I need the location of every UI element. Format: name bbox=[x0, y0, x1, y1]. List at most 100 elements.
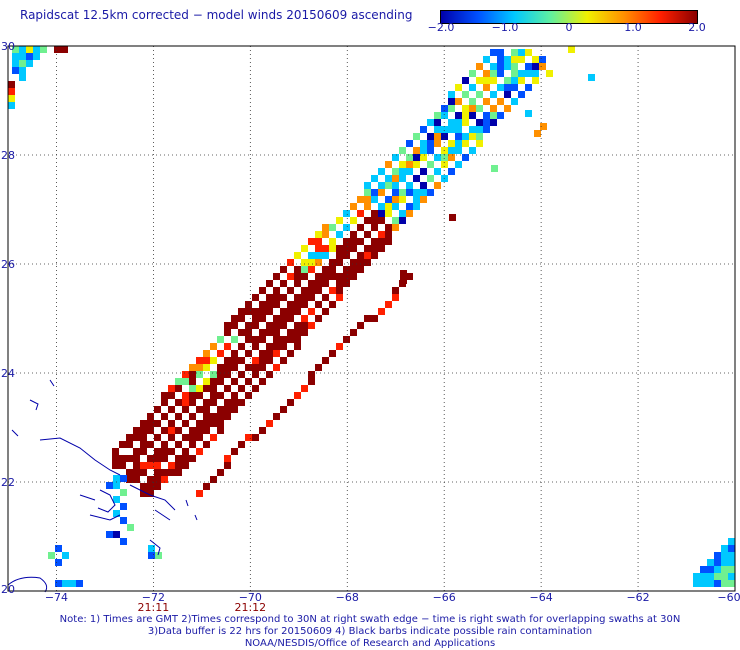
y-tick-label: 24 bbox=[1, 367, 15, 380]
wind-cell bbox=[525, 84, 532, 91]
wind-cell bbox=[62, 580, 69, 587]
wind-cell bbox=[308, 308, 315, 315]
wind-cell bbox=[490, 112, 497, 119]
wind-cell bbox=[154, 406, 161, 413]
wind-cell bbox=[8, 102, 15, 109]
wind-cell bbox=[357, 252, 364, 259]
wind-cell bbox=[693, 580, 700, 587]
wind-cell bbox=[252, 308, 259, 315]
wind-cell bbox=[147, 413, 154, 420]
wind-cell bbox=[245, 364, 252, 371]
wind-cell bbox=[182, 462, 189, 469]
wind-cell bbox=[259, 315, 266, 322]
wind-cell bbox=[399, 196, 406, 203]
wind-cell bbox=[721, 566, 728, 573]
wind-cell bbox=[378, 231, 385, 238]
wind-cell bbox=[413, 133, 420, 140]
wind-cell bbox=[504, 77, 511, 84]
wind-cell bbox=[140, 441, 147, 448]
wind-cell bbox=[231, 364, 238, 371]
wind-cell bbox=[483, 126, 490, 133]
wind-cell bbox=[420, 147, 427, 154]
wind-cell bbox=[441, 133, 448, 140]
wind-cell bbox=[161, 476, 168, 483]
wind-cell bbox=[182, 378, 189, 385]
wind-cell bbox=[155, 552, 162, 559]
wind-cell bbox=[120, 538, 127, 545]
wind-cell bbox=[371, 238, 378, 245]
wind-cell bbox=[210, 392, 217, 399]
wind-cell bbox=[343, 280, 350, 287]
wind-cell bbox=[728, 538, 735, 545]
wind-cell bbox=[420, 140, 427, 147]
wind-cell bbox=[413, 175, 420, 182]
wind-cell bbox=[266, 343, 273, 350]
wind-cell bbox=[511, 98, 518, 105]
wind-cell bbox=[140, 427, 147, 434]
wind-cell bbox=[476, 77, 483, 84]
wind-cell bbox=[511, 63, 518, 70]
wind-cell bbox=[182, 434, 189, 441]
wind-cell bbox=[113, 496, 120, 503]
wind-cell bbox=[378, 217, 385, 224]
wind-cell bbox=[700, 573, 707, 580]
wind-cell bbox=[168, 448, 175, 455]
wind-cell bbox=[448, 126, 455, 133]
wind-cell bbox=[203, 420, 210, 427]
wind-cell bbox=[203, 364, 210, 371]
wind-cell bbox=[210, 420, 217, 427]
wind-cell bbox=[175, 378, 182, 385]
wind-cell bbox=[315, 273, 322, 280]
wind-cell bbox=[364, 182, 371, 189]
wind-cell bbox=[540, 123, 547, 130]
wind-cell bbox=[434, 168, 441, 175]
wind-cell bbox=[245, 392, 252, 399]
wind-cell bbox=[357, 238, 364, 245]
wind-cell bbox=[182, 371, 189, 378]
wind-cell bbox=[511, 84, 518, 91]
wind-cell bbox=[294, 294, 301, 301]
wind-cell bbox=[126, 476, 133, 483]
wind-cell bbox=[714, 552, 721, 559]
wind-cell bbox=[568, 46, 575, 53]
wind-cell bbox=[259, 301, 266, 308]
wind-cell bbox=[280, 294, 287, 301]
wind-cell bbox=[308, 252, 315, 259]
wind-cell bbox=[252, 336, 259, 343]
wind-cell bbox=[441, 105, 448, 112]
wind-cell bbox=[518, 56, 525, 63]
wind-cell bbox=[301, 315, 308, 322]
wind-cell bbox=[483, 70, 490, 77]
wind-cell bbox=[721, 559, 728, 566]
wind-cell bbox=[154, 448, 161, 455]
wind-cell bbox=[252, 315, 259, 322]
wind-cell bbox=[133, 427, 140, 434]
wind-cell bbox=[534, 130, 541, 137]
wind-cell bbox=[336, 252, 343, 259]
wind-cell bbox=[189, 399, 196, 406]
wind-cell bbox=[434, 133, 441, 140]
wind-cell bbox=[273, 364, 280, 371]
wind-cell bbox=[441, 126, 448, 133]
wind-cell bbox=[266, 280, 273, 287]
wind-cell bbox=[196, 364, 203, 371]
wind-cell bbox=[406, 161, 413, 168]
wind-cell bbox=[182, 448, 189, 455]
wind-cell bbox=[378, 308, 385, 315]
wind-cell bbox=[392, 189, 399, 196]
wind-cell bbox=[55, 559, 62, 566]
wind-cell bbox=[448, 98, 455, 105]
wind-cell bbox=[113, 510, 120, 517]
wind-cell bbox=[266, 350, 273, 357]
wind-cell bbox=[497, 56, 504, 63]
wind-cell bbox=[294, 266, 301, 273]
wind-cell bbox=[469, 105, 476, 112]
wind-cell bbox=[273, 287, 280, 294]
wind-cell bbox=[168, 392, 175, 399]
wind-cell bbox=[259, 357, 266, 364]
wind-cell bbox=[224, 385, 231, 392]
wind-cell bbox=[476, 119, 483, 126]
wind-cell bbox=[497, 98, 504, 105]
x-tick-label: −64 bbox=[530, 591, 553, 604]
wind-cell bbox=[203, 357, 210, 364]
